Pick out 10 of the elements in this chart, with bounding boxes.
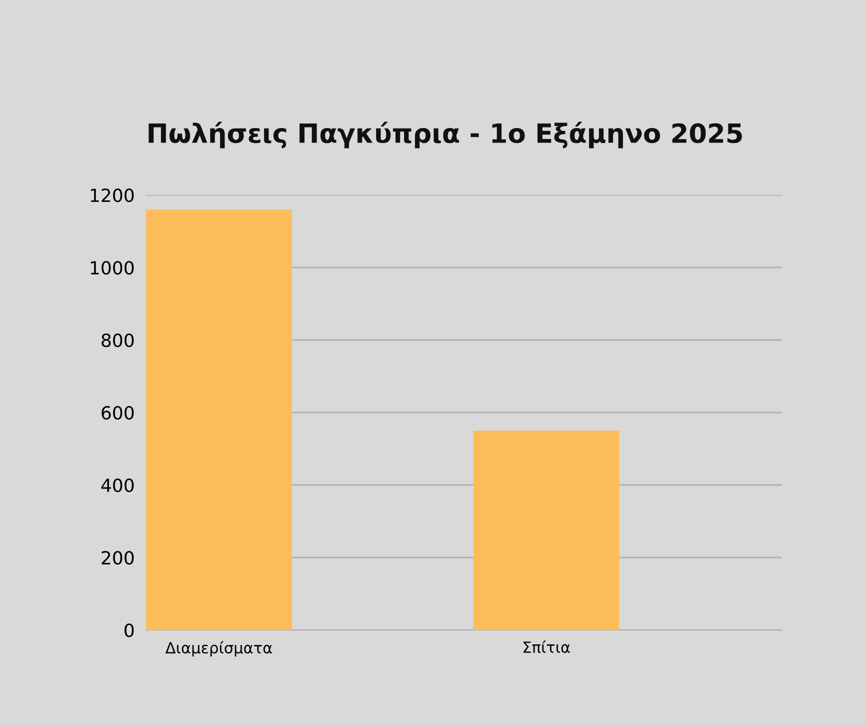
chart-title: Πωλήσεις Παγκύπρια - 1ο Εξάμηνο 2025 xyxy=(148,122,742,148)
y-tick-label: 0 xyxy=(124,623,134,638)
y-tick-label: 1000 xyxy=(90,260,134,275)
y-tick-label: 600 xyxy=(102,406,134,420)
y-tick-label: 1200 xyxy=(90,188,134,202)
y-tick-label: 400 xyxy=(101,478,134,492)
x-tick-label: Διαμερίσματα xyxy=(165,641,272,657)
y-tick-label: 800 xyxy=(102,333,134,348)
x-tick-label: Σπίτια xyxy=(524,640,570,654)
y-tick-label: 200 xyxy=(102,550,134,565)
